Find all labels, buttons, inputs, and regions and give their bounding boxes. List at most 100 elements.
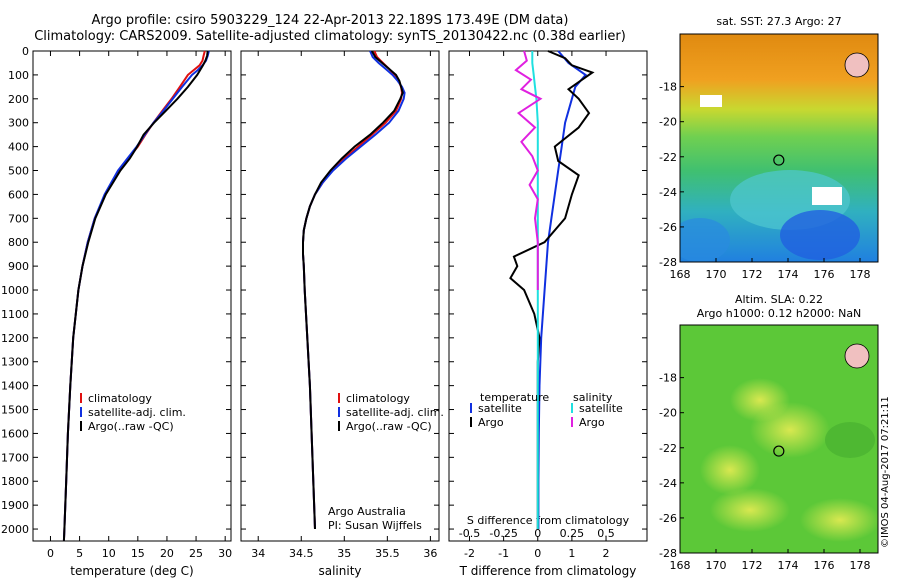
map-x-tick-label: 168 (670, 559, 691, 572)
map-y-tick-label: -24 (659, 186, 677, 199)
map-x-tick-label: 178 (850, 268, 871, 281)
x-axis-label: temperature (deg C) (70, 564, 193, 578)
legend-label: Argo (478, 416, 504, 429)
legend-swatch (80, 407, 82, 417)
x-axis-label: T difference from climatology (459, 564, 637, 578)
argo-position-marker (773, 445, 785, 457)
y-tick-label: 600 (8, 188, 29, 201)
sst-cloud-gap (812, 187, 842, 205)
map-y-tick-label: -20 (659, 116, 677, 129)
annotation-text: Argo Australia (328, 505, 406, 518)
x-tick-label: 25 (189, 547, 203, 560)
x-tick-label: 15 (131, 547, 145, 560)
x-tick-label: 5 (76, 547, 83, 560)
y-tick-label: 1200 (1, 332, 29, 345)
legend-label: Argo(..raw -QC) (346, 420, 432, 433)
legend-label: satellite-adj. clim. (346, 406, 444, 419)
y-tick-label: 100 (8, 69, 29, 82)
x-tick-label: 35 (337, 547, 351, 560)
legend-group-title: salinity (573, 391, 613, 404)
map-x-tick-label: 176 (814, 559, 835, 572)
y-tick-label: 1000 (1, 284, 29, 297)
legend-swatch (338, 407, 340, 417)
map-frame-sst-map (679, 33, 879, 263)
y-tick-label: 700 (8, 212, 29, 225)
x-tick-label: 0 (534, 547, 541, 560)
s-tick-label: 0 (534, 527, 541, 540)
y-tick-label: 2000 (1, 523, 29, 536)
y-tick-label: 300 (8, 117, 29, 130)
y-tick-label: 800 (8, 236, 29, 249)
y-tick-label: 1100 (1, 308, 29, 321)
series-line-temperature-satellite (537, 50, 588, 529)
x-tick-label: -1 (498, 547, 509, 560)
series-line-argo---raw--qc- (62, 50, 209, 542)
map-y-tick-label: -18 (659, 81, 677, 94)
y-tick-label: 1400 (1, 380, 29, 393)
legend-swatch (470, 417, 472, 427)
figure-title-line2: Climatology: CARS2009. Satellite-adjuste… (34, 29, 626, 44)
legend-label: satellite (579, 402, 623, 415)
figure-title-line1: Argo profile: csiro 5903229_124 22-Apr-2… (91, 13, 569, 28)
y-tick-label: 0 (22, 45, 29, 58)
map-x-tick-label: 172 (742, 268, 763, 281)
y-tick-label: 1500 (1, 404, 29, 417)
legend-group-title: temperature (480, 391, 549, 404)
map-frame-sla-map (679, 324, 879, 554)
series-line-salinity-argo (514, 50, 543, 290)
legend-label: satellite (478, 402, 522, 415)
map-x-tick-label: 174 (778, 268, 799, 281)
map-x-tick-label: 174 (778, 559, 799, 572)
legend-swatch (571, 403, 573, 413)
s-tick-label: -0.25 (489, 527, 517, 540)
s-tick-label: 0.5 (597, 527, 615, 540)
legend-label: climatology (88, 392, 152, 405)
map-y-tick-label: -26 (659, 512, 677, 525)
legend-swatch (338, 393, 340, 403)
x-tick-label: 34.5 (289, 547, 314, 560)
y-tick-label: 1600 (1, 427, 29, 440)
map-x-tick-label: 172 (742, 559, 763, 572)
y-tick-label: 900 (8, 260, 29, 273)
x-axis-label: salinity (318, 564, 361, 578)
legend-label: satellite-adj. clim. (88, 406, 186, 419)
map-y-tick-label: -22 (659, 151, 677, 164)
map-y-tick-label: -28 (659, 547, 677, 560)
y-tick-label: 500 (8, 165, 29, 178)
sst-map-field (680, 34, 878, 262)
sla-map-title-line1: Altim. SLA: 0.22 (735, 293, 823, 306)
credit-text: ©IMOS 04-Aug-2017 07:21:11 (880, 396, 891, 548)
y-tick-label: 400 (8, 141, 29, 154)
y-tick-label: 200 (8, 93, 29, 106)
plot-frame-salinity (240, 50, 440, 542)
series-line-argo---raw--qc- (302, 50, 404, 530)
x-tick-label: 36 (423, 547, 437, 560)
island-icon (844, 343, 870, 369)
x-tick-label: 1 (568, 547, 575, 560)
sst-map-title: sat. SST: 27.3 Argo: 27 (716, 15, 841, 28)
legend-swatch (338, 421, 340, 431)
x-tick-label: 35.5 (375, 547, 400, 560)
island-icon (844, 52, 870, 78)
y-tick-label: 1700 (1, 451, 29, 464)
sla-map-field (680, 325, 878, 553)
x-tick-label: 10 (102, 547, 116, 560)
annotation-text: PI: Susan Wijffels (328, 519, 422, 532)
map-y-tick-label: -28 (659, 256, 677, 269)
s-axis-label: S difference from climatology (467, 514, 630, 527)
x-tick-label: 20 (160, 547, 174, 560)
y-tick-label: 1800 (1, 475, 29, 488)
legend-swatch (470, 403, 472, 413)
argo-position-marker (773, 154, 785, 166)
legend-swatch (571, 417, 573, 427)
map-y-tick-label: -26 (659, 221, 677, 234)
map-y-tick-label: -20 (659, 407, 677, 420)
map-x-tick-label: 178 (850, 559, 871, 572)
map-x-tick-label: 176 (814, 268, 835, 281)
s-tick-label: 0.25 (560, 527, 585, 540)
x-tick-label: 30 (218, 547, 232, 560)
legend-swatch (80, 421, 82, 431)
s-tick-label: -0.5 (459, 527, 480, 540)
x-tick-label: 0 (47, 547, 54, 560)
